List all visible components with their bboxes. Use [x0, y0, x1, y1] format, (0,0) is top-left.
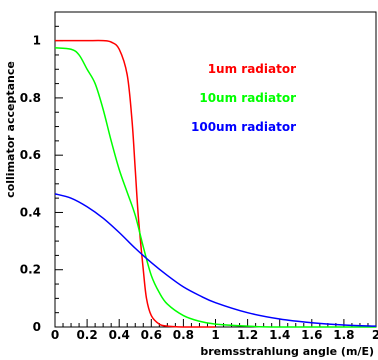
x-tick-label: 1.6: [301, 328, 322, 342]
y-tick-label: 0.8: [20, 91, 41, 105]
axes: 0 0.2 0.4 0.6 0.8 1 1.2 1.4 1.6 1.8 2 0 0.2 0.4 0.6 0.8…: [20, 11, 378, 342]
x-tick-label: 0.8: [173, 328, 194, 342]
legend-entry-1: 1um radiator: [208, 62, 296, 76]
x-tick-label: 0.4: [109, 328, 130, 342]
series-line-1: [55, 39, 216, 328]
legend-entry-2: 10um radiator: [199, 91, 296, 105]
x-tick-label: 0.2: [76, 328, 97, 342]
y-tick-label: 0.6: [20, 148, 41, 162]
x-tick-label: 0: [51, 328, 59, 342]
x-tick-label: 1.4: [269, 328, 290, 342]
y-tick-label: 0.4: [20, 205, 41, 219]
x-tick-label: 2: [372, 328, 378, 342]
y-tick-label: 0.2: [20, 263, 41, 277]
x-tick-label: 0.6: [141, 328, 162, 342]
x-tick-label: 1: [211, 328, 219, 342]
series-line-2: [54, 47, 377, 328]
plot-frame: [54, 11, 377, 328]
y-axis-title: collimator acceptance: [4, 61, 17, 198]
y-tick-label: 0: [33, 320, 41, 334]
x-axis-title: bremsstrahlung angle (m/E): [200, 345, 374, 358]
x-tick-label: 1.8: [333, 328, 354, 342]
x-tick-label: 1.2: [237, 328, 258, 342]
series-group: [54, 39, 377, 328]
legend-entry-3: 100um radiator: [191, 120, 296, 134]
legend: 1um radiator 10um radiator 100um radiator: [191, 62, 296, 134]
series-line-3: [54, 193, 377, 327]
y-tick-label: 1: [33, 34, 41, 48]
